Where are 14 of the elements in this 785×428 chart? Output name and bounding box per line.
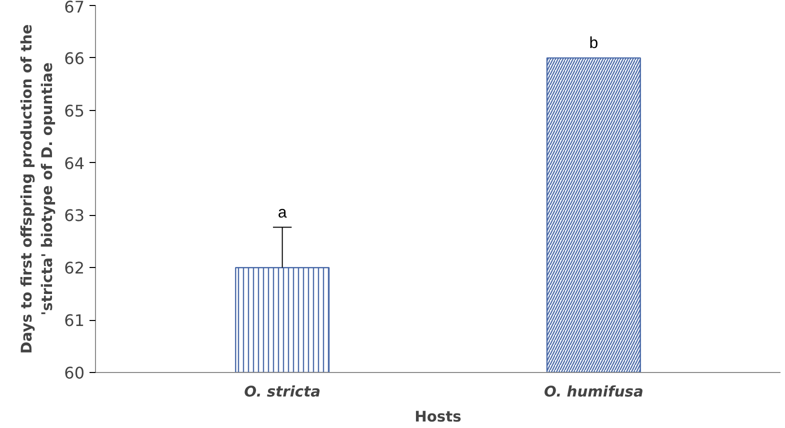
y-tick-label: 62: [64, 258, 84, 278]
y-axis-title: Days to first offspring production of the 'stricta' biotype of D. opuntiae: [18, 24, 56, 354]
y-tick-label: 66: [64, 48, 84, 68]
x-tick-label: O. humifusa: [544, 384, 644, 400]
y-tick-label: 65: [64, 101, 84, 120]
x-tick-label: O. stricta: [244, 384, 321, 400]
y-tick-label: 67: [64, 0, 84, 16]
y-tick-label: 60: [64, 364, 84, 382]
y-tick-label: 61: [64, 311, 84, 330]
y-tick-label: 64: [64, 154, 84, 173]
annotation: a: [278, 204, 287, 222]
y-tick-label: 63: [64, 206, 84, 226]
x-axis-title: Hosts: [414, 408, 462, 426]
annotation: b: [589, 34, 598, 52]
